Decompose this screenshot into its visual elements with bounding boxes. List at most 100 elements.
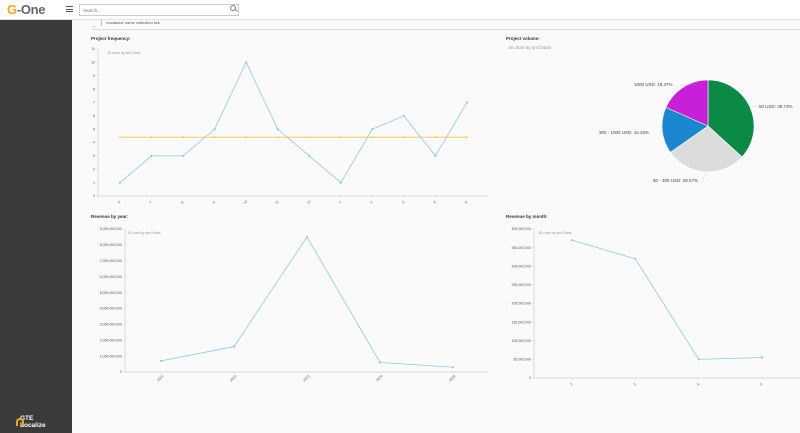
x-tick-label: 3	[401, 200, 405, 204]
average-point	[403, 136, 405, 139]
average-point	[182, 136, 184, 139]
average-point	[434, 136, 437, 139]
volume-pie-chart: 50 USD: 36.73% 50 - 300 USD: 28.57% 300 - …	[599, 79, 793, 183]
x-tick-label: 6	[117, 200, 121, 204]
average-point	[245, 136, 248, 139]
y-tick-label: 4	[93, 141, 95, 145]
average-point	[213, 136, 216, 139]
y-tick-label: 100,000,000	[512, 339, 532, 343]
search-input[interactable]	[79, 4, 239, 16]
x-tick-label: 2	[370, 200, 374, 204]
y-tick-label: 1,000,000,000	[100, 354, 122, 358]
y-tick-label: 9	[93, 74, 95, 78]
x-tick-label: 2021	[156, 374, 164, 382]
data-point	[371, 128, 374, 131]
series-line	[119, 61, 468, 184]
revenue-month-chart: 0 50,000,000 100,000,000 150,000,000 200,000…	[512, 227, 800, 386]
data-point	[402, 114, 406, 117]
y-tick-label: 9,000,000,000	[100, 227, 122, 231]
average-point	[466, 136, 468, 139]
pie-slice-label: 300 - 1000 USD: 16.33%	[599, 130, 649, 135]
y-tick-label: 5,000,000,000	[100, 291, 122, 295]
x-tick-label: 5	[759, 382, 763, 386]
x-tick-label: 1	[338, 200, 342, 204]
data-point	[150, 154, 153, 158]
series-line	[160, 236, 454, 368]
data-point	[570, 239, 574, 242]
x-tick-label: 9	[212, 200, 216, 204]
data-point	[276, 128, 279, 131]
y-tick-label: 10	[91, 61, 95, 65]
frequency-credit[interactable]: JS chart by amCharts	[107, 51, 141, 55]
data-point	[465, 101, 469, 104]
y-tick-label: 7	[93, 101, 95, 105]
pie-slice	[669, 125, 743, 173]
pie-label-line	[660, 130, 662, 133]
month-title: Revenue by month:	[506, 214, 548, 219]
data-point	[213, 128, 216, 131]
y-tick-label: 11	[91, 47, 95, 51]
pie-label-line	[702, 173, 706, 181]
y-tick-label: 3,000,000,000	[100, 323, 122, 327]
brand-mark-icon	[16, 418, 24, 426]
y-tick-label: 0	[93, 194, 95, 198]
y-tick-label: 1	[93, 181, 95, 185]
pie-slice	[661, 106, 709, 153]
revenue-year-chart: 0 1,000,000,000 2,000,000,000 3,000,000,000…	[100, 227, 489, 382]
data-point	[697, 358, 700, 361]
y-tick-label: 2	[93, 167, 95, 171]
y-tick-label: 7,000,000,000	[100, 259, 122, 263]
volume-title: Project volume:	[506, 36, 540, 41]
data-point	[232, 345, 236, 348]
brand-line-1: GTE	[20, 415, 34, 422]
search-icon[interactable]	[230, 5, 236, 11]
breadcrumb-close-icon[interactable]: ×	[93, 24, 96, 29]
year-credit[interactable]: JS chart by amCharts	[127, 231, 161, 235]
data-point	[181, 154, 185, 158]
data-point	[245, 61, 248, 64]
x-tick-label: 2025	[448, 374, 456, 382]
breadcrumb-item[interactable]: Vocabular name collection tick	[101, 20, 160, 26]
y-tick-label: 6,000,000,000	[100, 275, 122, 279]
x-tick-label: 2023	[302, 374, 310, 382]
year-title: Revenue by year:	[91, 214, 129, 219]
pie-label-line	[681, 84, 697, 86]
y-tick-label: 300,000,000	[512, 264, 532, 268]
pie-slice-label: 50 USD: 36.73%	[759, 104, 793, 109]
average-point	[308, 136, 311, 139]
month-credit[interactable]: JS chart by amCharts	[538, 231, 572, 235]
data-point	[451, 366, 455, 369]
average-point	[150, 136, 153, 139]
data-point	[634, 257, 637, 260]
frequency-title: Project frequency:	[91, 36, 131, 41]
y-tick-label: 400,000,000	[512, 227, 532, 231]
data-point	[434, 154, 437, 158]
data-point	[305, 235, 309, 239]
menu-icon[interactable]	[66, 6, 73, 12]
x-tick-label: 11	[274, 200, 279, 205]
y-tick-label: 0	[120, 370, 122, 374]
y-tick-label: 0	[529, 376, 531, 380]
y-tick-label: 250,000,000	[512, 283, 532, 287]
sidebar	[0, 20, 72, 433]
brand-line-2: Localize	[20, 422, 46, 429]
series-line	[571, 239, 763, 360]
x-tick-label: 5	[464, 200, 468, 204]
top-bar: G-One	[0, 0, 800, 20]
volume-credit[interactable]: JS chart by amCharts	[508, 45, 552, 50]
pie-slice-label: 1000 USD: 18.37%	[634, 82, 673, 87]
average-point	[119, 136, 121, 139]
y-tick-label: 8	[93, 87, 95, 91]
y-tick-label: 6	[93, 114, 95, 118]
x-tick-label: 7	[149, 200, 153, 204]
data-point	[760, 356, 764, 359]
app-logo[interactable]: G-One	[7, 2, 46, 17]
y-tick-label: 2,000,000,000	[100, 338, 122, 342]
x-tick-label: 2022	[229, 374, 237, 382]
x-tick-label: 8	[180, 200, 184, 204]
average-point	[276, 136, 279, 139]
data-point	[118, 181, 122, 184]
x-tick-label: 2024	[375, 374, 383, 382]
